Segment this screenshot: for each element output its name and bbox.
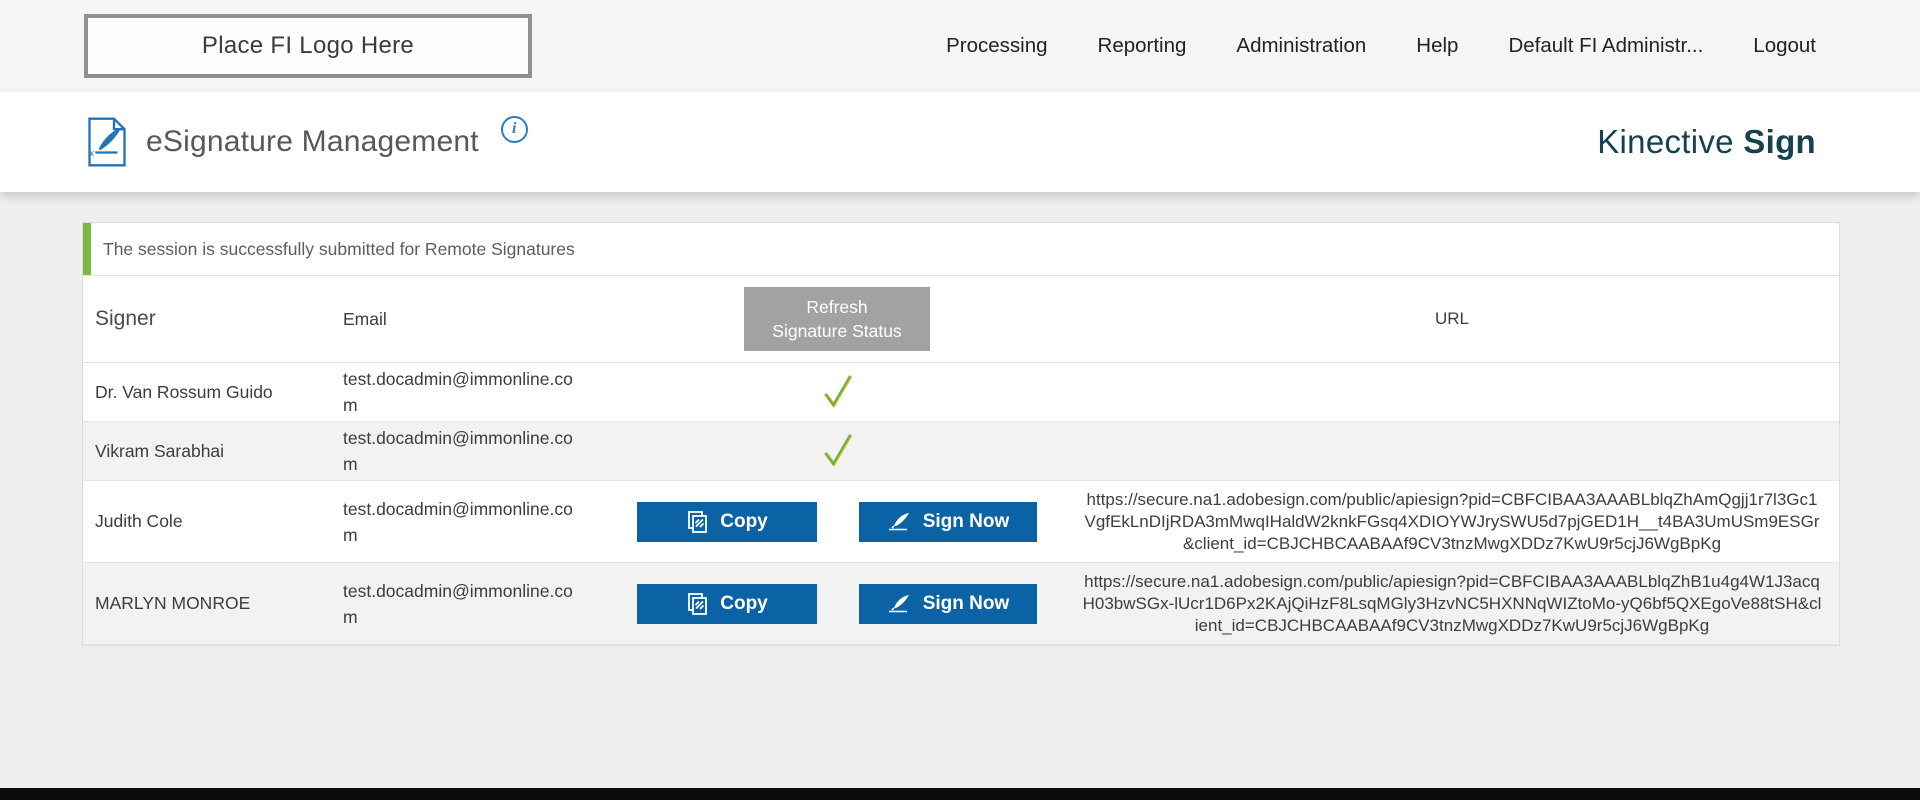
info-icon[interactable]: i (500, 115, 528, 143)
table-row: Dr. Van Rossum Guido test.docadmin@immon… (83, 363, 1839, 422)
page-body: The session is successfully submitted fo… (0, 192, 1920, 646)
quill-sign-icon (887, 511, 913, 533)
copy-url-button[interactable]: Copy (637, 583, 817, 624)
signer-email: test.docadmin@immonline.com (343, 498, 573, 545)
green-check-icon (817, 371, 857, 413)
table-row: Vikram Sarabhai test.docadmin@immonline.… (83, 422, 1839, 481)
sign-now-button-label: Sign Now (922, 510, 1010, 532)
copy-button-label: Copy (720, 510, 768, 532)
sign-now-button-label: Sign Now (922, 592, 1010, 614)
top-nav-bar: Place FI Logo Here Processing Reporting … (0, 0, 1920, 92)
table-row: Judith Cole test.docadmin@immonline.com … (83, 481, 1839, 563)
signed-document-icon: x (86, 117, 128, 167)
nav-item-reporting[interactable]: Reporting (1097, 34, 1187, 57)
copy-url-button[interactable]: Copy (637, 501, 817, 542)
signer-email: test.docadmin@immonline.com (343, 580, 573, 627)
copy-button-label: Copy (720, 592, 768, 614)
bottom-edge-bar (0, 788, 1920, 800)
copy-link-icon (686, 510, 710, 534)
brand-product: Sign (1743, 123, 1816, 160)
nav-item-help[interactable]: Help (1416, 34, 1459, 57)
signer-email: test.docadmin@immonline.com (343, 428, 573, 474)
signer-name: Vikram Sarabhai (95, 440, 225, 461)
success-message: The session is successfully submitted fo… (103, 238, 575, 259)
esignature-session-panel: The session is successfully submitted fo… (82, 222, 1840, 646)
quill-sign-icon (887, 593, 913, 615)
page-title: eSignature Management (146, 125, 479, 158)
info-icon-glyph: i (512, 120, 517, 137)
nav-item-logout[interactable]: Logout (1753, 34, 1816, 57)
table-row: MARLYN MONROE test.docadmin@immonline.co… (83, 563, 1839, 645)
nav-item-administration[interactable]: Administration (1236, 34, 1367, 57)
success-accent-bar (83, 223, 91, 275)
copy-link-icon (686, 592, 710, 616)
refresh-signature-status-button[interactable]: Refresh Signature Status (744, 287, 930, 351)
green-check-icon (817, 430, 857, 472)
brand-logo: Kinective Sign (1597, 123, 1816, 161)
signing-url: https://secure.na1.adobesign.com/public/… (1084, 489, 1820, 553)
signer-name: MARLYN MONROE (95, 593, 251, 613)
url-column-header: URL (1434, 309, 1469, 328)
signing-url: https://secure.na1.adobesign.com/public/… (1082, 571, 1822, 635)
signer-column-header: Signer (95, 307, 156, 330)
signer-email: test.docadmin@immonline.com (343, 369, 573, 415)
fi-logo-placeholder: Place FI Logo Here (84, 14, 532, 78)
brand-name: Kinective (1597, 123, 1734, 160)
sign-now-button[interactable]: Sign Now (859, 501, 1037, 542)
main-nav: Processing Reporting Administration Help… (946, 34, 1816, 58)
fi-logo-text: Place FI Logo Here (201, 32, 415, 59)
page-header: x eSignature Management i Kinective Sign (0, 92, 1920, 192)
nav-item-processing[interactable]: Processing (946, 34, 1048, 57)
signer-name: Judith Cole (95, 511, 183, 531)
svg-text:x: x (90, 148, 95, 158)
sign-now-button[interactable]: Sign Now (859, 583, 1037, 624)
table-header-row: Signer Email Refresh Signature Status UR… (83, 276, 1839, 363)
nav-item-current-user[interactable]: Default FI Administr... (1508, 34, 1704, 57)
signer-name: Dr. Van Rossum Guido (95, 381, 273, 402)
email-column-header: Email (343, 308, 387, 329)
success-banner: The session is successfully submitted fo… (83, 223, 1839, 276)
